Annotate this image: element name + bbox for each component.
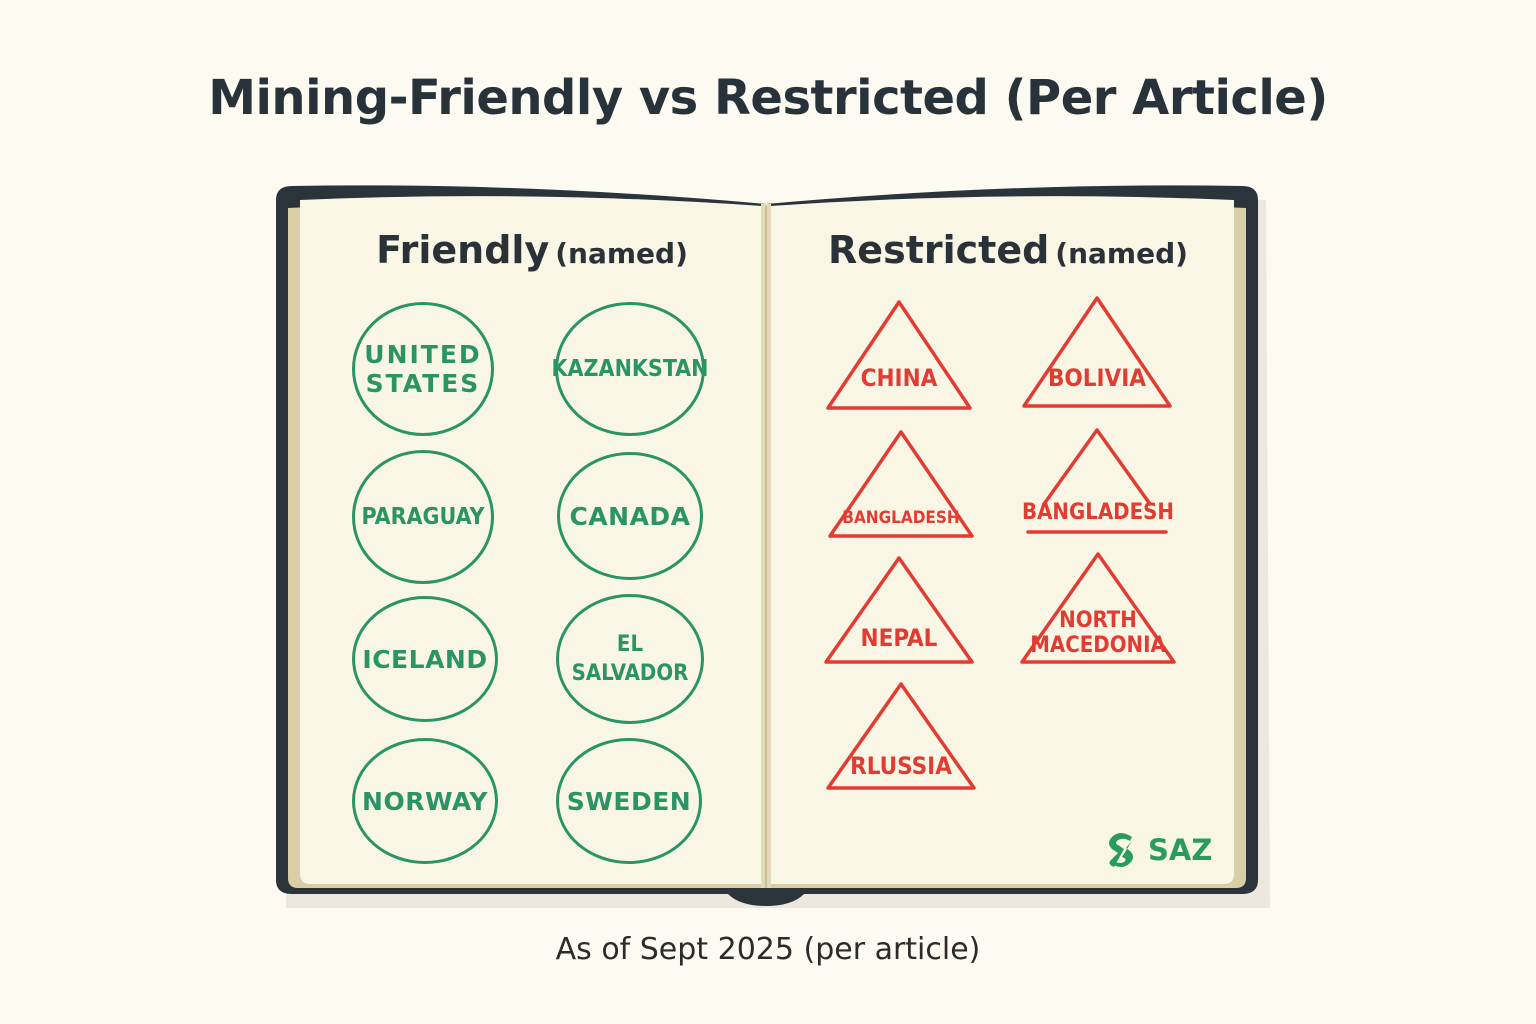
restricted-stamp-bangladesh-2: BANGLADESH xyxy=(1022,424,1174,540)
restricted-stamp-china: CHINA xyxy=(824,296,974,412)
friendly-heading-note: (named) xyxy=(555,237,688,270)
warning-triangle-icon xyxy=(1020,552,1176,664)
stamp-label-line2: MACEDONIA xyxy=(1030,633,1166,658)
restricted-heading-label: Restricted xyxy=(828,228,1050,272)
friendly-stamp-iceland: ICELAND xyxy=(352,596,498,722)
friendly-stamp-sweden: SWEDEN xyxy=(556,738,702,864)
friendly-stamp-paraguay: PARAGUAY xyxy=(352,450,494,584)
restricted-stamp-rlussia: RLUSSIA xyxy=(826,678,976,794)
stamp-label-line1: UNITED xyxy=(364,340,482,369)
warning-triangle-icon xyxy=(824,556,974,664)
restricted-stamp-north-macedonia: NORTH MACEDONIA xyxy=(1020,550,1176,666)
restricted-stamp-bangladesh-1: BANGLADESH xyxy=(826,426,976,542)
restricted-heading: Restricted (named) xyxy=(778,228,1238,272)
stamp-label: BANGLADESH xyxy=(1022,500,1174,525)
friendly-stamp-norway: NORWAY xyxy=(352,738,498,864)
stamp-label: SWEDEN xyxy=(566,786,692,816)
stamp-label: CHINA xyxy=(860,364,938,392)
stamp-label: CANADA xyxy=(569,501,691,531)
stamp-label: PARAGUAY xyxy=(361,503,485,530)
footer-note: As of Sept 2025 (per article) xyxy=(555,932,981,967)
stamp-label: KAZANKSTAN xyxy=(551,355,709,382)
saz-logo: SAZ xyxy=(1104,830,1212,870)
friendly-stamp-kazankstan: KAZANKSTAN xyxy=(552,302,709,436)
warning-triangle-icon xyxy=(826,300,972,410)
restricted-stamp-bolivia: BOLIVIA xyxy=(1022,294,1172,410)
saz-logo-icon xyxy=(1109,833,1133,867)
saz-logo-text: SAZ xyxy=(1148,833,1213,867)
warning-triangle-icon xyxy=(828,430,974,538)
restricted-heading-note: (named) xyxy=(1055,237,1188,270)
friendly-stamp-el-salvador: EL SALVADOR xyxy=(556,594,704,724)
page-title: Mining-Friendly vs Restricted (Per Artic… xyxy=(208,70,1328,126)
stamp-label-line1: NORTH xyxy=(1059,608,1137,633)
stamp-label: EL SALVADOR xyxy=(571,632,689,686)
stamp-label: RLUSSIA xyxy=(850,752,952,780)
friendly-stamp-canada: CANADA xyxy=(557,452,703,580)
stamp-label: ICELAND xyxy=(362,644,488,674)
warning-triangle-icon xyxy=(1026,428,1168,534)
stamp-label-line2: STATES xyxy=(365,369,481,398)
friendly-heading: Friendly (named) xyxy=(302,228,762,272)
friendly-stamp-united-states: UNITED STATES xyxy=(352,302,494,436)
restricted-stamp-nepal: NEPAL xyxy=(824,552,974,668)
stamp-label: BOLIVIA xyxy=(1047,364,1147,392)
friendly-heading-label: Friendly xyxy=(376,228,550,272)
warning-triangle-icon xyxy=(826,682,976,790)
warning-triangle-icon xyxy=(1022,296,1172,408)
stamp-label: NEPAL xyxy=(860,624,938,652)
stamp-label: NORWAY xyxy=(362,786,488,816)
stamp-label: BANGLADESH xyxy=(842,508,960,528)
